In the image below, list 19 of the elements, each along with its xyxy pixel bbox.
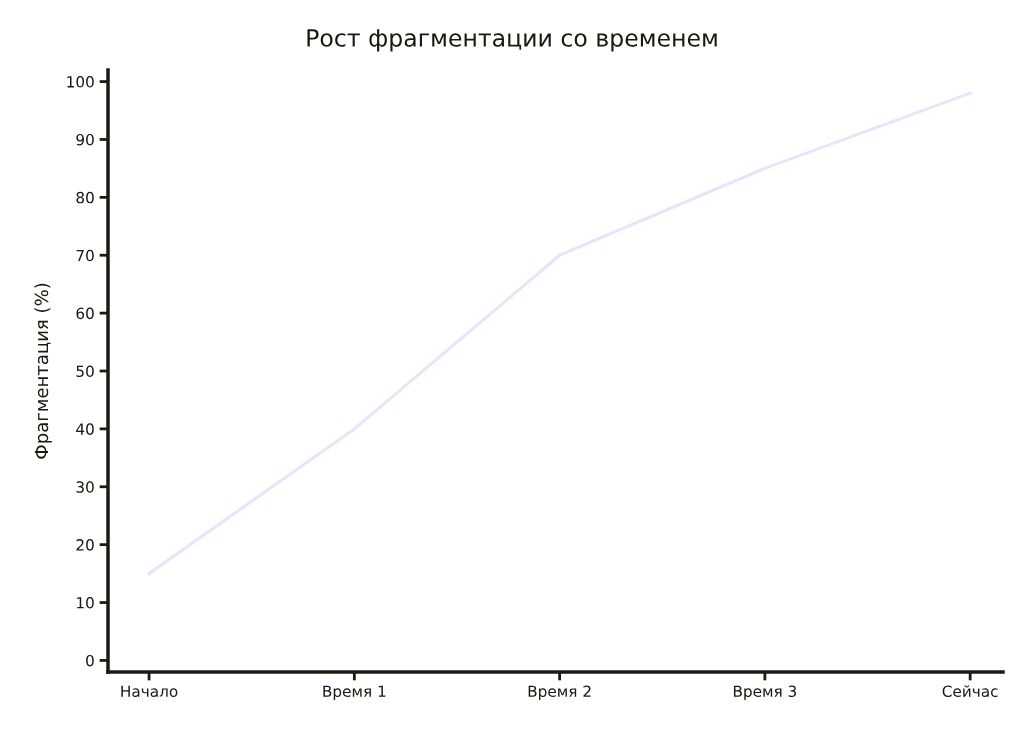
- y-tick-label: 70: [76, 249, 94, 262]
- line-series: [147, 91, 972, 576]
- x-tick-label: Время 3: [733, 685, 797, 700]
- x-tick-label: Сейчас: [942, 685, 998, 698]
- y-tick-label: 60: [76, 307, 94, 320]
- y-tick-label: 20: [76, 539, 94, 551]
- y-tick-label: 10: [77, 597, 94, 609]
- y-tick-label: 90: [76, 133, 94, 146]
- x-tick-label: Начало: [121, 685, 178, 698]
- y-tick-label: 50: [76, 365, 94, 378]
- chart-title: Рост фрагментации со временем: [307, 29, 717, 52]
- y-tick-label: 80: [76, 191, 94, 204]
- y-axis-title: Фрагментация (%): [34, 283, 52, 459]
- y-tick-label: 0: [86, 654, 94, 667]
- x-tick-label: Время 2: [528, 685, 591, 700]
- x-tick-label: Время 1: [323, 685, 386, 700]
- y-tick-label: 100: [67, 76, 94, 88]
- y-tick-label: 40: [76, 423, 94, 435]
- y-tick-label: 30: [76, 481, 94, 493]
